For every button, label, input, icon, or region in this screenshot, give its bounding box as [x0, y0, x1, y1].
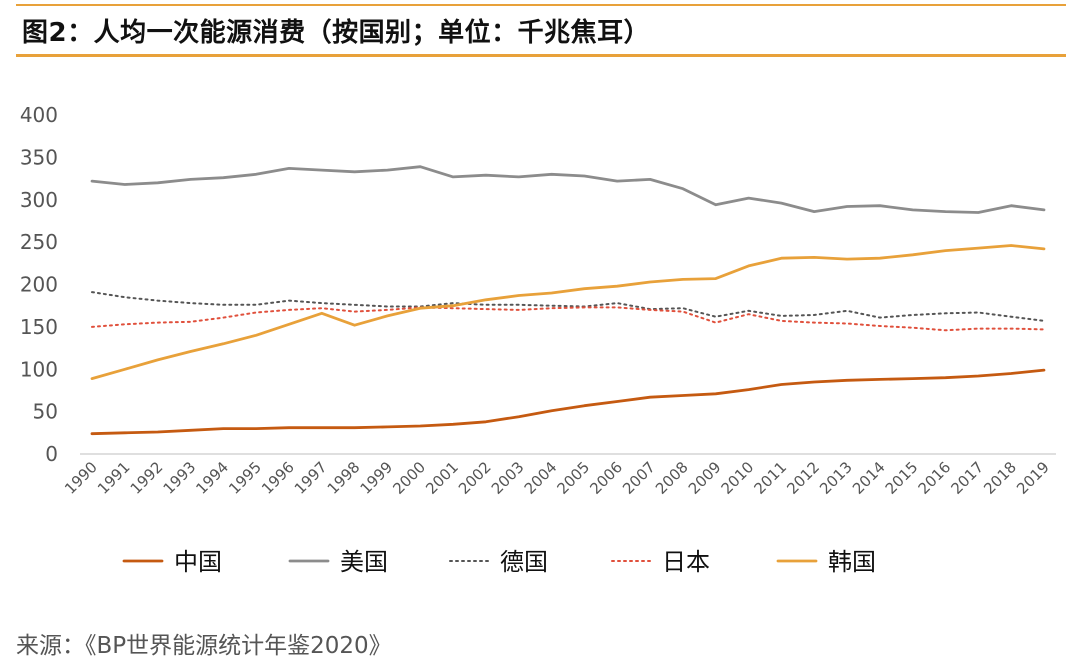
x-tick-label: 2015 [882, 458, 922, 498]
x-tick-label: 2012 [783, 458, 823, 498]
x-tick-label: 1992 [127, 458, 167, 498]
legend-label: 日本 [662, 548, 710, 576]
x-tick-label: 2011 [750, 458, 790, 498]
x-tick-label: 1991 [94, 458, 134, 498]
x-tick-label: 2019 [1013, 458, 1053, 498]
title-top-rule [16, 4, 1066, 6]
x-tick-label: 2016 [915, 458, 955, 498]
y-tick-label: 150 [20, 315, 58, 339]
x-tick-label: 2008 [652, 458, 692, 498]
x-tick-label: 2006 [586, 458, 626, 498]
x-axis: 1990199119921993199419951996199719981999… [61, 453, 1056, 498]
y-tick-label: 50 [33, 400, 58, 424]
x-tick-label: 2009 [685, 458, 725, 498]
x-tick-label: 2005 [554, 458, 594, 498]
x-tick-label: 1993 [160, 458, 200, 498]
y-tick-label: 250 [20, 230, 58, 254]
x-tick-label: 1990 [61, 458, 101, 498]
y-tick-label: 300 [20, 188, 58, 212]
x-tick-label: 2017 [947, 458, 987, 498]
x-tick-label: 1996 [258, 458, 298, 498]
series-line [90, 244, 1046, 381]
y-axis: 0 50 100 150 200 250 300 350 400 [20, 103, 58, 466]
x-tick-label: 1999 [357, 458, 397, 498]
legend-label: 中国 [174, 548, 222, 576]
y-tick-label: 100 [20, 357, 58, 381]
series-layer [90, 165, 1046, 436]
legend-label: 韩国 [828, 548, 876, 576]
x-tick-label: 1998 [324, 458, 364, 498]
x-tick-label: 2018 [980, 458, 1020, 498]
legend: 中国 美国 德国 日本 韩国 [122, 548, 876, 576]
x-tick-label: 2003 [488, 458, 528, 498]
legend-label: 德国 [500, 548, 548, 576]
source-note: 来源：《BP世界能源统计年鉴2020》 [16, 633, 392, 659]
title-bottom-rule [16, 54, 1066, 57]
x-tick-label: 2000 [389, 458, 429, 498]
legend-label: 美国 [340, 548, 388, 576]
series-line [90, 368, 1046, 436]
y-tick-label: 350 [20, 145, 58, 169]
series-line [91, 306, 1045, 332]
x-tick-label: 2013 [816, 458, 856, 498]
x-tick-label: 2002 [455, 458, 495, 498]
y-tick-label: 200 [20, 273, 58, 297]
x-tick-label: 1995 [225, 458, 265, 498]
series-line [90, 165, 1046, 214]
x-tick-label: 2014 [849, 458, 889, 498]
y-tick-label: 400 [20, 103, 58, 127]
y-tick-label: 0 [45, 442, 58, 466]
x-tick-label: 2001 [422, 458, 462, 498]
x-tick-label: 1994 [192, 458, 232, 498]
x-tick-label: 2004 [521, 458, 561, 498]
x-tick-label: 1997 [291, 458, 331, 498]
x-tick-label: 2010 [718, 458, 758, 498]
series-line [91, 291, 1045, 322]
x-tick-label: 2007 [619, 458, 659, 498]
chart-title: 图2：人均一次能源消费（按国别；单位：千兆焦耳） [22, 18, 651, 48]
